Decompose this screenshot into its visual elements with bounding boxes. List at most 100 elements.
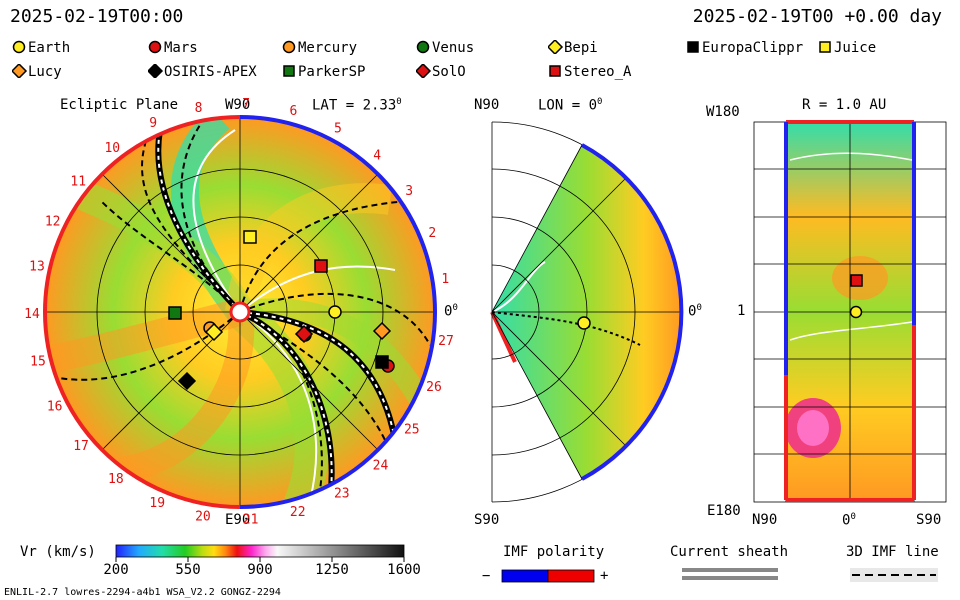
marker-earth — [328, 305, 342, 319]
legend-square-icon — [687, 41, 699, 53]
legend-item-lucy: Lucy — [10, 62, 62, 80]
legend-item-bepi: Bepi — [546, 38, 598, 56]
carrington-tick-5: 5 — [334, 121, 342, 136]
carrington-tick-17: 17 — [73, 439, 89, 454]
legend-circle-icon — [12, 40, 26, 54]
colorbar-tick-label: 200 — [103, 562, 129, 578]
legend-label: Juice — [834, 40, 877, 56]
header-right-time: 2025-02-19T00 +0.00 day — [692, 6, 942, 27]
carrington-tick-1: 1 — [441, 272, 449, 287]
carrington-tick-4: 4 — [373, 149, 381, 164]
legend-label: Lucy — [28, 64, 62, 80]
carrington-tick-20: 20 — [195, 510, 211, 525]
sphere-top-label: W180 — [706, 104, 740, 120]
legend-item-venus: Venus — [416, 40, 474, 56]
imf-polarity-minus: − — [482, 568, 491, 584]
ecliptic-object-markers — [168, 230, 395, 391]
carrington-tick-27: 27 — [438, 334, 454, 349]
legend-circle-icon — [282, 40, 296, 54]
carrington-tick-10: 10 — [104, 141, 120, 156]
sphere-mid-label: 1 — [737, 303, 746, 319]
carrington-tick-12: 12 — [45, 215, 61, 230]
carrington-tick-18: 18 — [108, 472, 124, 487]
meridional-plane-plot — [490, 121, 684, 503]
carrington-tick-6: 6 — [289, 104, 297, 119]
carrington-tick-2: 2 — [428, 226, 436, 241]
colorbar-tick-label: 1600 — [387, 562, 421, 578]
carrington-tick-24: 24 — [373, 458, 389, 473]
ecliptic-top-label: W90 — [225, 97, 251, 113]
legend-item-osiris-apex: OSIRIS-APEX — [146, 62, 257, 80]
imf-polarity-label: IMF polarity — [503, 544, 605, 560]
colorbar-tick-label: 1250 — [315, 562, 349, 578]
carrington-tick-16: 16 — [47, 399, 63, 414]
legend-label: EuropaClippr — [702, 40, 804, 56]
legend-item-stereo_a: Stereo_A — [548, 64, 631, 80]
ecliptic-right-label: 00 — [444, 303, 458, 320]
carrington-tick-3: 3 — [405, 184, 413, 199]
colorbar-label: Vr (km/s) — [20, 544, 96, 560]
vr-colorbar-gradient — [115, 544, 405, 558]
carrington-tick-19: 19 — [149, 496, 165, 511]
legend-label: OSIRIS-APEX — [164, 64, 257, 80]
meridional-top-label: N90 — [474, 97, 500, 113]
sphere-earth-marker — [849, 305, 863, 319]
ecliptic-title: Ecliptic Plane — [60, 97, 179, 113]
meridional-lon: LON = 00 — [538, 97, 603, 114]
legend-label: Mars — [164, 40, 198, 56]
vr-colorbar-ticks — [115, 557, 405, 562]
meridional-earth-marker — [577, 316, 591, 330]
meridional-bottom-label: S90 — [474, 512, 500, 528]
legend-item-solo: SolO — [414, 62, 466, 80]
legend-square-icon — [283, 65, 295, 77]
carrington-tick-8: 8 — [195, 101, 203, 116]
marker-osiris-apex — [177, 371, 197, 391]
sun-marker — [229, 301, 251, 323]
legend-label: Earth — [28, 40, 71, 56]
carrington-tick-13: 13 — [29, 260, 45, 275]
legend-item-mercury: Mercury — [282, 40, 357, 56]
imf-polarity-positive-swatch — [547, 569, 595, 583]
sphere-surface-plot — [753, 120, 947, 503]
carrington-tick-26: 26 — [426, 380, 442, 395]
legend-label: Bepi — [564, 40, 598, 56]
ecliptic-boundary-west — [43, 115, 241, 509]
legend-label: Mercury — [298, 40, 358, 56]
marker-parkersp — [168, 306, 182, 320]
marker-solo — [294, 324, 314, 344]
legend-label: ParkerSP — [298, 64, 366, 80]
imf-line-label: 3D IMF line — [846, 544, 939, 560]
ecliptic-lat: LAT = 2.330 — [312, 97, 402, 114]
sphere-x-label-n90: N90 — [752, 512, 778, 528]
carrington-tick-7: 7 — [242, 97, 250, 112]
carrington-tick-21: 21 — [243, 513, 259, 528]
marker-bepi — [204, 322, 224, 342]
colorbar-tick-label: 550 — [175, 562, 201, 578]
legend-label: SolO — [432, 64, 466, 80]
carrington-tick-14: 14 — [24, 307, 40, 322]
meridional-right-label: 00 — [688, 303, 702, 320]
legend-item-europaclippr: EuropaClippr — [686, 40, 803, 56]
legend-item-parkersp: ParkerSP — [282, 64, 365, 80]
meridional-boundary — [581, 143, 684, 481]
sphere-x-label-0: 00 — [842, 512, 856, 529]
marker-lucy — [372, 321, 392, 341]
meridional-imf-line — [491, 311, 641, 346]
legend-item-earth: Earth — [12, 40, 70, 56]
ecliptic-bottom-label: E90 — [225, 512, 251, 528]
current-sheath-swatch-2 — [682, 576, 778, 580]
model-info: ENLIL-2.7 lowres-2294-a4b1 WSA_V2.2 GONG… — [4, 587, 281, 598]
imf-polarity-negative-swatch — [501, 569, 549, 583]
solar-wind-spiral-arms — [45, 117, 435, 507]
marker-stereo_a — [314, 259, 328, 273]
imf-polarity-plus: + — [600, 568, 609, 584]
legend-circle-icon — [416, 40, 430, 54]
legend-label: Stereo_A — [564, 64, 632, 80]
sphere-x-label-s90: S90 — [916, 512, 942, 528]
marker-europaclippr — [375, 355, 389, 369]
vr-colorbar — [115, 544, 405, 562]
legend-square-icon — [549, 65, 561, 77]
